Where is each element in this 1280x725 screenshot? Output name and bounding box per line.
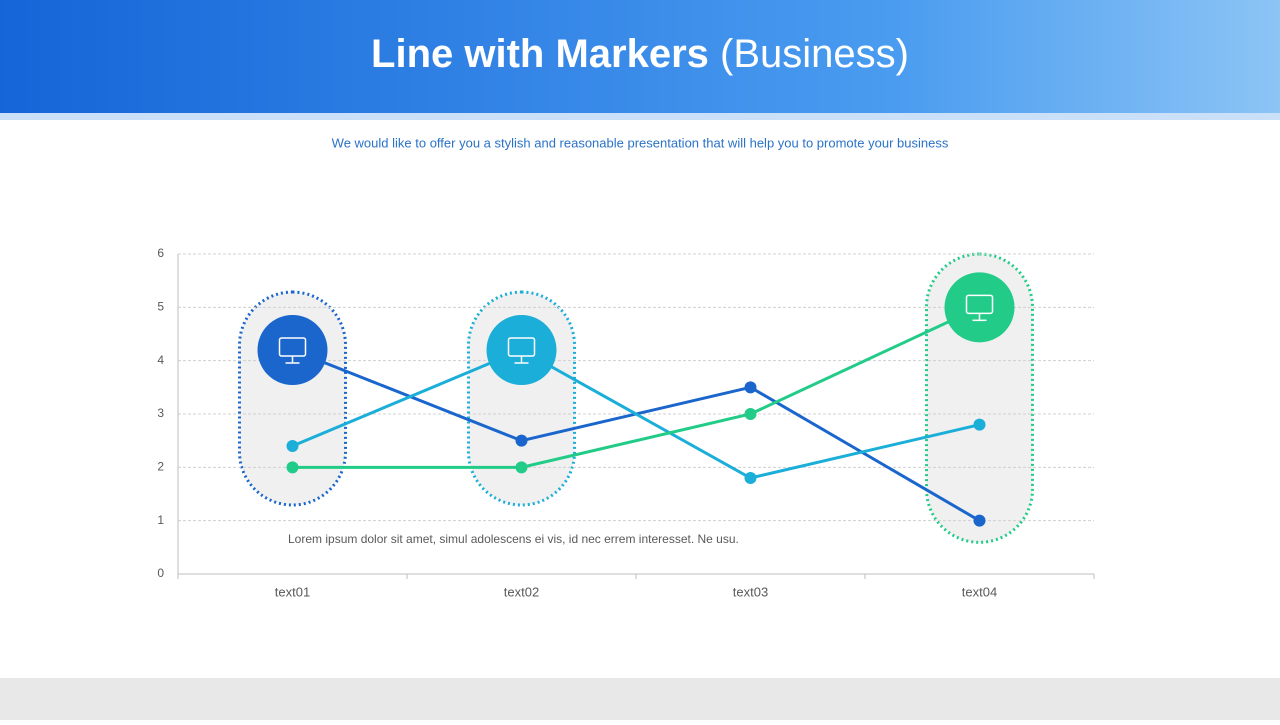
x-tick-label: text03 <box>733 584 768 599</box>
subtitle: We would like to offer you a stylish and… <box>332 135 949 150</box>
y-tick-label: 2 <box>157 460 164 474</box>
footer-band <box>0 678 1280 720</box>
title-bold: Line with Markers <box>371 32 709 76</box>
title-rest: (Business) <box>720 32 909 76</box>
icon-marker <box>944 272 1015 343</box>
marker <box>973 514 986 527</box>
marker <box>744 381 757 394</box>
marker <box>973 418 986 431</box>
header-strip <box>0 113 1280 120</box>
y-tick-label: 0 <box>157 566 164 580</box>
y-tick-label: 3 <box>157 406 164 420</box>
y-tick-label: 6 <box>157 246 164 260</box>
marker <box>744 472 757 484</box>
x-tick-label: text01 <box>275 584 310 599</box>
icon-marker <box>486 315 557 385</box>
marker <box>744 408 757 420</box>
marker <box>515 434 528 447</box>
y-tick-label: 1 <box>157 513 164 527</box>
icon-marker <box>257 315 328 385</box>
marker <box>286 461 299 474</box>
icon <box>507 337 536 364</box>
x-tick-label: text02 <box>504 584 539 599</box>
y-tick-label: 4 <box>157 353 164 367</box>
annotation: Lorem ipsum dolor sit amet, simul adoles… <box>288 532 739 546</box>
series-line <box>291 348 980 480</box>
icon <box>278 337 307 364</box>
series-line <box>292 305 981 469</box>
x-tick-label: text04 <box>962 584 997 599</box>
icon <box>965 294 994 322</box>
marker <box>286 440 299 452</box>
title: Line with Markers (Business) <box>371 32 909 76</box>
y-tick-label: 5 <box>157 300 164 314</box>
header-band <box>0 0 1280 113</box>
series-line <box>291 348 981 522</box>
plot: 0 1 2 3 4 5 6 text01 text02 text03 text04 Lorem ips… <box>157 246 1095 599</box>
marker <box>515 461 528 474</box>
highlights <box>238 252 1034 544</box>
